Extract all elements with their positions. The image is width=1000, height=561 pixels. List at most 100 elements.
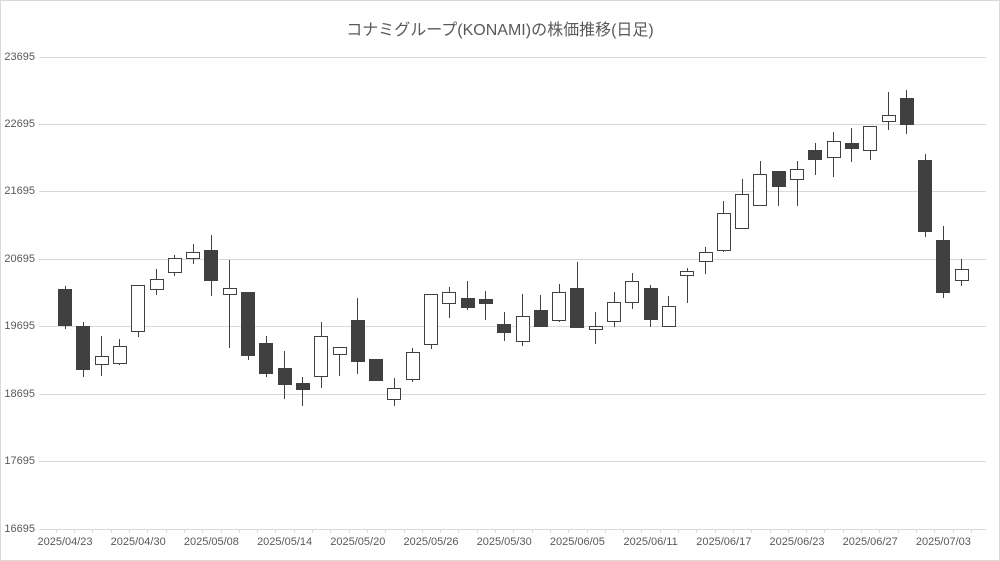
gridline xyxy=(39,191,986,193)
axis-tick xyxy=(55,529,57,533)
x-axis-label: 2025/06/11 xyxy=(623,536,678,548)
candle-body-down xyxy=(76,325,91,370)
axis-tick xyxy=(897,529,899,533)
candle-body-up xyxy=(149,278,164,290)
axis-tick xyxy=(330,529,332,533)
candle-body-up xyxy=(826,141,841,159)
x-axis-label: 2025/06/05 xyxy=(549,536,605,548)
axis-tick xyxy=(92,529,94,533)
candle-body-up xyxy=(167,257,182,274)
axis-tick xyxy=(714,529,716,533)
candle-body-down xyxy=(918,159,933,233)
candle-body-up xyxy=(442,291,457,305)
candle-body-up xyxy=(863,126,878,152)
candle-body-up xyxy=(661,305,676,328)
axis-tick xyxy=(385,529,387,533)
axis-tick xyxy=(312,529,314,533)
chart-title: コナミグループ(KONAMI)の株価推移(日足) xyxy=(346,22,654,39)
candle-wick xyxy=(229,260,231,348)
candle-body-down xyxy=(350,319,365,362)
gridline xyxy=(39,123,986,125)
candle-body-down xyxy=(533,309,548,327)
candle-body-up xyxy=(625,281,640,303)
axis-tick xyxy=(366,529,368,533)
axis-tick xyxy=(74,529,76,533)
candle-body-up xyxy=(515,316,530,343)
gridline xyxy=(39,393,986,395)
axis-tick xyxy=(275,529,277,533)
candle-body-down xyxy=(259,342,274,374)
axis-tick xyxy=(879,529,881,533)
candle-wick xyxy=(778,170,780,207)
candle-body-down xyxy=(204,249,219,281)
axis-tick xyxy=(458,529,460,533)
gridline xyxy=(39,461,986,463)
candle-body-down xyxy=(570,287,585,329)
axis-tick xyxy=(348,529,350,533)
candle-body-down xyxy=(643,287,658,320)
axis-tick xyxy=(751,529,753,533)
gridline xyxy=(39,528,986,530)
candle-body-up xyxy=(314,335,329,377)
axis-tick xyxy=(238,529,240,533)
candle-body-down xyxy=(808,150,823,161)
axis-tick xyxy=(549,529,551,533)
candle-body-down xyxy=(460,298,475,309)
x-axis-label: 2025/05/14 xyxy=(257,536,313,548)
candle-body-up xyxy=(552,292,567,321)
y-axis-label: 23695 xyxy=(4,50,35,63)
axis-tick xyxy=(787,529,789,533)
candle-body-down xyxy=(478,299,493,305)
axis-tick xyxy=(861,529,863,533)
candle-body-up xyxy=(222,287,237,295)
axis-tick xyxy=(495,529,497,533)
x-axis-label: 2025/04/23 xyxy=(37,536,93,548)
x-axis-label: 2025/05/26 xyxy=(403,536,459,548)
y-axis-label: 22695 xyxy=(4,117,35,130)
candle-wick xyxy=(485,290,487,320)
candle-body-up xyxy=(387,388,402,400)
x-axis-label: 2025/05/20 xyxy=(330,536,386,548)
candle-body-down xyxy=(771,170,786,188)
axis-tick xyxy=(934,529,936,533)
candle-body-up xyxy=(588,325,603,331)
axis-tick xyxy=(202,529,204,533)
axis-tick xyxy=(476,529,478,533)
candle-body-up xyxy=(131,284,146,333)
y-axis-label: 20695 xyxy=(4,252,35,265)
y-axis-label: 18695 xyxy=(4,387,35,400)
candle-body-up xyxy=(607,302,621,322)
axis-tick xyxy=(842,529,844,533)
candle-wick xyxy=(339,346,340,376)
axis-tick xyxy=(421,529,423,533)
candle-body-up xyxy=(735,193,750,229)
axis-tick xyxy=(970,529,972,533)
candle-body-down xyxy=(58,288,72,327)
axis-tick xyxy=(678,529,680,533)
candle-body-up xyxy=(698,252,713,262)
axis-tick xyxy=(293,529,295,533)
axis-tick xyxy=(165,529,167,533)
axis-tick xyxy=(952,529,954,533)
x-axis-label: 2025/06/17 xyxy=(696,536,752,548)
axis-tick xyxy=(732,529,734,533)
y-axis-label: 21695 xyxy=(4,185,35,198)
candle-wick xyxy=(467,281,469,310)
axis-tick xyxy=(623,529,625,533)
candle-body-up xyxy=(424,294,438,345)
axis-tick xyxy=(806,529,808,533)
candle-body-up xyxy=(954,268,969,281)
x-axis-label: 2025/06/23 xyxy=(769,536,825,548)
axis-tick xyxy=(147,529,149,533)
axis-tick xyxy=(568,529,570,533)
candle-body-down xyxy=(369,359,384,381)
axis-tick xyxy=(641,529,643,533)
axis-tick xyxy=(183,529,185,533)
x-axis-label: 2025/05/30 xyxy=(476,536,532,548)
candle-body-up xyxy=(753,173,768,207)
x-axis-label: 2025/05/08 xyxy=(183,536,239,548)
candle-body-up xyxy=(405,352,420,380)
gridline xyxy=(39,56,986,58)
x-axis-label: 2025/04/30 xyxy=(110,536,166,548)
